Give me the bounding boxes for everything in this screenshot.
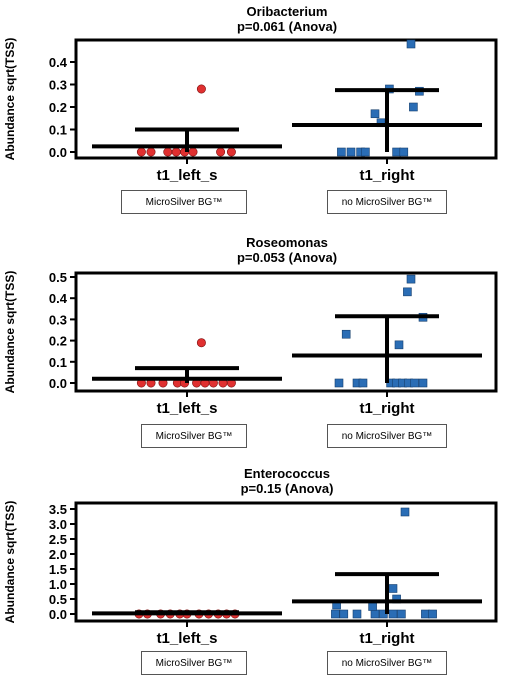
data-point	[403, 287, 412, 297]
chart-title: Oribacterium	[247, 4, 328, 19]
data-point	[163, 147, 173, 157]
data-point	[331, 609, 340, 619]
y-tick-label: 0.4	[49, 55, 68, 70]
data-point	[406, 274, 416, 284]
chart-title: Enterococcus	[244, 466, 330, 481]
data-point	[341, 329, 351, 339]
y-tick-label: 3.5	[49, 502, 67, 517]
group-note-right-1: no MicroSilver BG™	[327, 190, 447, 214]
y-tick-label: 0.3	[49, 312, 67, 327]
x-category-label: t1_left_s	[157, 167, 218, 184]
data-point	[418, 378, 428, 388]
data-point	[171, 147, 181, 157]
chart-title: Roseomonas	[246, 235, 328, 250]
data-point	[406, 39, 416, 49]
data-point	[334, 378, 344, 388]
data-point	[358, 378, 368, 388]
plot-frame	[74, 271, 498, 393]
y-tick-label: 1.0	[49, 577, 67, 592]
y-tick-label: 0.2	[49, 334, 67, 349]
data-point	[399, 147, 409, 157]
chart-panel-1: Oribacterium p=0.061 (Anova) Abundance sqr…	[0, 0, 505, 225]
y-tick-label: 0.2	[49, 100, 67, 115]
group-note-left-1: MicroSilver BG™	[121, 190, 247, 214]
x-category-label: t1_right	[359, 630, 414, 647]
data-point	[361, 147, 370, 157]
chart-panel-3: Enterococcus p=0.15 (Anova) Abundance sqrt…	[0, 462, 505, 680]
y-axis-label: Abundance sqrt(TSS)	[3, 38, 17, 161]
data-point	[400, 507, 410, 517]
y-tick-label: 2.5	[49, 532, 67, 547]
y-tick-label: 0.5	[49, 270, 67, 285]
x-category-label: t1_right	[359, 400, 414, 417]
data-point	[370, 109, 380, 119]
data-point	[136, 147, 146, 157]
data-point	[394, 340, 404, 350]
group-note-left-3: MicroSilver BG™	[141, 651, 247, 675]
y-tick-label: 0.1	[49, 123, 67, 138]
data-point	[196, 84, 206, 94]
data-point	[370, 609, 380, 619]
data-point	[410, 378, 419, 388]
group-note-right-3: no MicroSilver BG™	[327, 651, 447, 675]
data-point	[421, 609, 430, 619]
chart-subtitle: p=0.15 (Anova)	[241, 481, 334, 496]
data-point	[226, 147, 236, 157]
y-tick-label: 0.3	[49, 78, 67, 93]
data-point	[392, 147, 401, 157]
data-point	[346, 147, 356, 157]
y-tick-label: 0.0	[49, 145, 67, 160]
y-tick-label: 3.0	[49, 517, 67, 532]
y-tick-label: 1.5	[49, 562, 67, 577]
data-point	[337, 147, 346, 157]
chart-subtitle: p=0.061 (Anova)	[237, 19, 337, 34]
chart-subtitle: p=0.053 (Anova)	[237, 250, 337, 265]
data-point	[388, 609, 398, 619]
group-note-right-2: no MicroSilver BG™	[327, 424, 447, 448]
x-category-label: t1_left_s	[157, 630, 218, 647]
x-category-label: t1_left_s	[157, 400, 218, 417]
data-point	[397, 609, 406, 619]
data-point	[196, 338, 206, 348]
data-point	[352, 609, 362, 619]
x-category-label: t1_right	[359, 167, 414, 184]
data-point	[388, 584, 398, 593]
data-point	[428, 609, 437, 619]
plot-frame	[74, 501, 498, 623]
plot-frame	[74, 38, 498, 160]
y-tick-label: 0.0	[49, 607, 67, 622]
chart-panel-2: Roseomonas p=0.053 (Anova) Abundance sqrt(…	[0, 231, 505, 456]
y-axis-label: Abundance sqrt(TSS)	[3, 271, 17, 394]
y-tick-label: 0.0	[49, 376, 67, 391]
y-tick-label: 0.1	[49, 355, 67, 370]
data-point	[188, 147, 198, 157]
y-axis-label: Abundance sqrt(TSS)	[3, 501, 17, 624]
y-tick-label: 2.0	[49, 547, 67, 562]
group-note-left-2: MicroSilver BG™	[141, 424, 247, 448]
data-point	[339, 609, 349, 619]
y-tick-label: 0.4	[49, 291, 68, 306]
data-point	[409, 102, 418, 112]
data-point	[146, 147, 156, 157]
data-point	[216, 147, 226, 157]
data-point	[368, 602, 377, 611]
y-tick-label: 0.5	[49, 592, 67, 607]
